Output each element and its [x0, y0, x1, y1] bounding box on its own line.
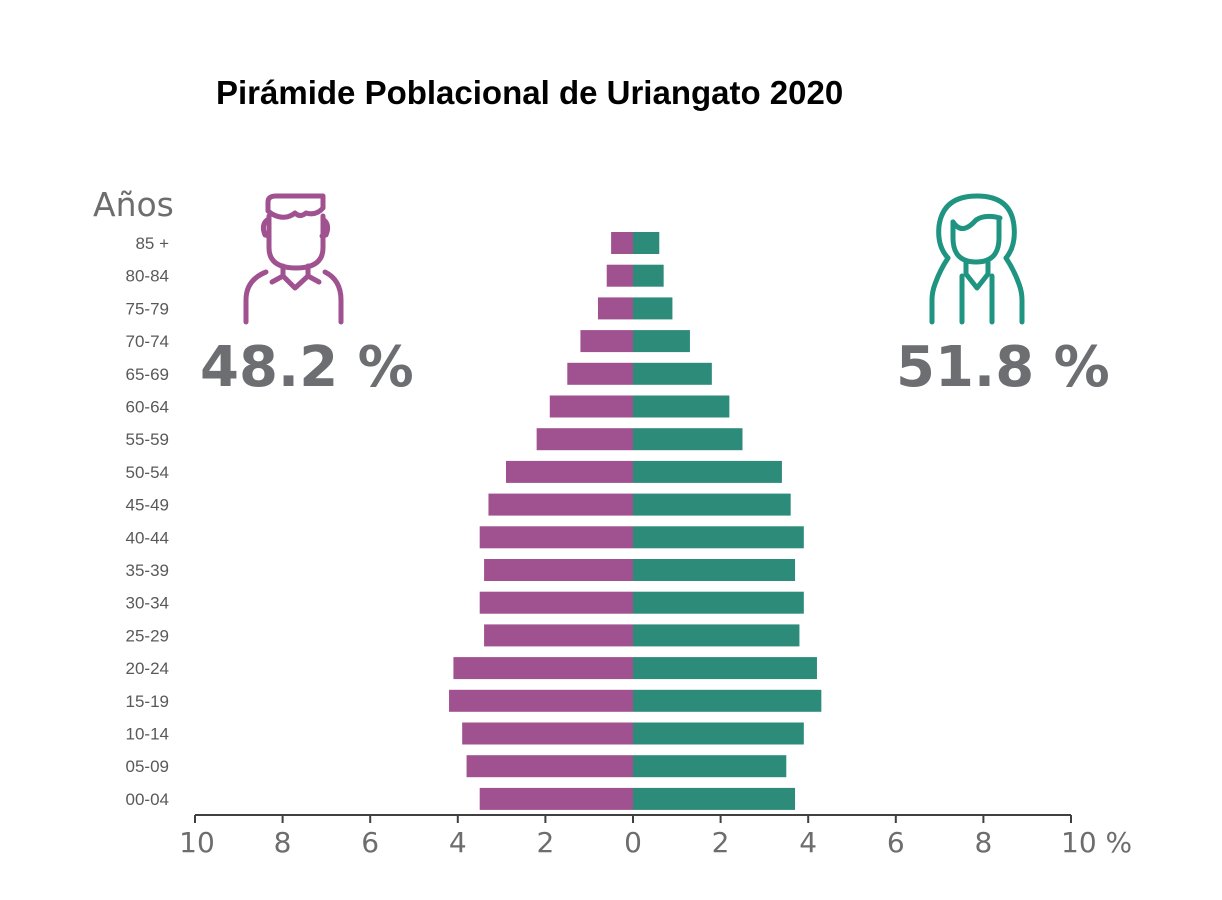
x-tick-label: 6	[887, 826, 905, 859]
bar-female	[633, 264, 664, 287]
bar-female	[633, 657, 817, 680]
age-group-label: 30-34	[126, 594, 169, 613]
x-tick-label: 0	[624, 826, 642, 859]
bar-female	[633, 526, 804, 549]
bar-male	[580, 330, 633, 353]
male-series	[449, 232, 633, 810]
age-group-label: 35-39	[126, 561, 169, 580]
female-percentage: 51.8 %	[896, 335, 1110, 400]
x-tick-label: 4	[799, 826, 817, 859]
bar-male	[479, 526, 633, 549]
age-group-label: 60-64	[126, 398, 169, 417]
x-tick-label: 2	[712, 826, 730, 859]
age-group-label: 05-09	[126, 757, 169, 776]
male-percentage: 48.2 %	[200, 335, 414, 400]
bar-male	[484, 559, 633, 581]
bar-male	[567, 362, 633, 385]
x-tick-label: 6	[361, 826, 379, 859]
bar-female	[633, 362, 712, 385]
bar-female	[633, 232, 660, 254]
bar-male	[597, 297, 633, 320]
bar-male	[549, 395, 633, 418]
x-tick-label: 8	[274, 826, 292, 859]
bar-male	[611, 232, 633, 254]
age-group-label: 55-59	[126, 430, 169, 449]
bar-male	[536, 428, 633, 451]
age-group-label: 40-44	[126, 528, 169, 547]
age-group-label: 80-84	[126, 267, 169, 286]
bar-female	[633, 689, 822, 712]
y-axis-tick-labels: 85 + 80-84 75-79 70-74 65-69 60-64 55-59 50-54 4…	[126, 234, 170, 809]
x-axis: 10 8 6 4 2 0 2 4 6 8 10 %	[179, 814, 1132, 859]
bar-female	[633, 428, 743, 451]
bar-male	[449, 689, 633, 712]
age-group-label: 45-49	[126, 496, 169, 515]
x-tick-label: 4	[449, 826, 467, 859]
bar-male	[606, 264, 633, 287]
bar-female	[633, 460, 782, 483]
bar-female	[633, 559, 796, 581]
man-icon	[243, 193, 344, 325]
bar-female	[633, 330, 690, 353]
female-series	[633, 232, 822, 810]
bar-male	[466, 755, 633, 778]
bar-male	[479, 591, 633, 614]
bar-female	[633, 624, 800, 647]
bar-male	[505, 460, 633, 483]
bar-male	[453, 657, 633, 680]
bar-female	[633, 297, 673, 320]
x-tick-label: 10	[179, 826, 215, 859]
bar-male	[462, 722, 633, 745]
age-group-label: 00-04	[126, 790, 169, 809]
woman-icon	[929, 193, 1025, 325]
chart-title: Pirámide Poblacional de Uriangato 2020	[216, 74, 843, 111]
age-group-label: 70-74	[126, 332, 169, 351]
x-tick-label: 8	[974, 826, 992, 859]
age-group-label: 25-29	[126, 626, 169, 645]
bar-female	[633, 787, 796, 810]
age-group-label: 75-79	[126, 299, 169, 318]
age-group-label: 15-19	[126, 692, 169, 711]
x-tick-label: 2	[536, 826, 554, 859]
bar-male	[484, 624, 633, 647]
x-tick-label: 10 %	[1061, 826, 1132, 859]
bar-female	[633, 755, 787, 778]
bar-female	[633, 395, 730, 418]
bar-male	[488, 493, 633, 516]
bar-female	[633, 722, 804, 745]
age-group-label: 20-24	[126, 659, 169, 678]
bar-female	[633, 591, 804, 614]
bar-male	[479, 787, 633, 810]
y-axis-title: Años	[93, 185, 174, 224]
bar-female	[633, 493, 791, 516]
age-group-label: 10-14	[126, 725, 169, 744]
age-group-label: 65-69	[126, 365, 169, 384]
age-group-label: 85 +	[135, 234, 169, 253]
age-group-label: 50-54	[126, 463, 169, 482]
